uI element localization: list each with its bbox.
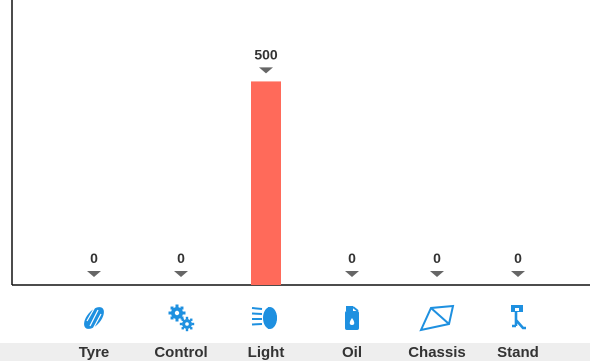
data-label-light: 500 <box>254 46 278 62</box>
category-label-tyre: Tyre <box>79 344 110 361</box>
category-label-stand: Stand <box>497 344 539 361</box>
headlight-icon <box>251 307 277 329</box>
data-label-control: 0 <box>177 250 185 266</box>
chassis-frame-icon <box>419 304 455 332</box>
value-marker-stand <box>511 271 525 277</box>
bar-light <box>251 81 281 285</box>
category-label-light: Light <box>248 344 285 361</box>
tyre-icon <box>84 306 104 330</box>
data-label-chassis: 0 <box>433 250 441 266</box>
value-marker-light <box>259 67 273 74</box>
category-label-control: Control <box>154 344 207 361</box>
category-label-chassis: Chassis <box>408 344 466 361</box>
oil-can-icon <box>345 306 359 330</box>
value-marker-tyre <box>87 271 101 277</box>
category-label-oil: Oil <box>342 344 362 361</box>
category-band <box>0 343 590 361</box>
value-marker-control <box>174 271 188 277</box>
value-marker-chassis <box>430 271 444 277</box>
gears-icon <box>168 304 195 332</box>
kickstand-icon <box>511 305 526 330</box>
data-label-oil: 0 <box>348 250 356 266</box>
data-label-tyre: 0 <box>90 250 98 266</box>
value-marker-oil <box>345 271 359 277</box>
data-label-stand: 0 <box>514 250 522 266</box>
